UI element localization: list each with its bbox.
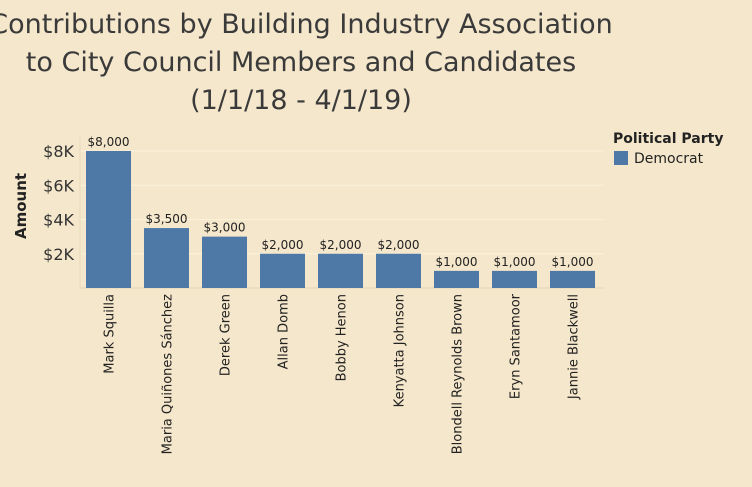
data-label-5: $2,000 bbox=[378, 238, 420, 252]
bar-6 bbox=[434, 270, 479, 288]
legend-swatch-democrat bbox=[614, 151, 628, 165]
legend-title: Political Party bbox=[613, 131, 723, 147]
data-label-2: $3,000 bbox=[204, 221, 246, 235]
x-tick-label-7: Eryn Santamoor bbox=[509, 293, 524, 399]
legend: Political Party Democrat bbox=[613, 131, 723, 167]
y-tick-label-2: $6K bbox=[43, 176, 74, 195]
legend-label-democrat: Democrat bbox=[634, 151, 704, 167]
bar-3 bbox=[260, 253, 305, 288]
bar-2 bbox=[202, 236, 247, 288]
data-label-4: $2,000 bbox=[320, 238, 362, 252]
data-labels: $8,000 $3,500 $3,000 $2,000 $2,000 $2,000 $1,0… bbox=[88, 135, 594, 269]
data-label-3: $2,000 bbox=[262, 238, 304, 252]
chart-title-line-1: Contributions by Building Industry Assoc… bbox=[0, 9, 613, 40]
bar-8 bbox=[550, 270, 595, 288]
data-label-7: $1,000 bbox=[494, 255, 536, 269]
bar-7 bbox=[492, 270, 537, 288]
x-axis-ticks: Mark Squilla Maria Quiñones Sánchez Derek … bbox=[103, 293, 582, 454]
chart-title: Contributions by Building Industry Assoc… bbox=[0, 9, 613, 116]
data-label-1: $3,500 bbox=[146, 212, 188, 226]
x-tick-label-1: Maria Quiñones Sánchez bbox=[161, 294, 176, 454]
data-label-6: $1,000 bbox=[436, 255, 478, 269]
bar-5 bbox=[376, 253, 421, 288]
y-tick-label-1: $4K bbox=[43, 211, 74, 230]
x-tick-label-6: Blondell Reynolds Brown bbox=[451, 294, 466, 454]
y-tick-label-0: $2K bbox=[43, 245, 74, 264]
bar-1 bbox=[144, 228, 189, 288]
data-label-0: $8,000 bbox=[88, 135, 130, 149]
y-tick-label-3: $8K bbox=[43, 142, 74, 161]
x-tick-label-2: Derek Green bbox=[219, 294, 234, 376]
x-tick-label-8: Jannie Blackwell bbox=[567, 294, 582, 400]
x-tick-label-3: Allan Domb bbox=[277, 294, 292, 369]
chart-title-line-2: to City Council Members and Candidates bbox=[26, 47, 576, 78]
chart-title-line-3: (1/1/18 - 4/1/19) bbox=[190, 85, 412, 116]
y-axis-title: Amount bbox=[12, 173, 30, 239]
x-tick-label-0: Mark Squilla bbox=[103, 294, 118, 374]
bar-4 bbox=[318, 253, 363, 288]
bar-series-democrat bbox=[86, 151, 595, 288]
data-label-8: $1,000 bbox=[552, 255, 594, 269]
x-tick-label-4: Bobby Henon bbox=[335, 294, 350, 381]
bar-0 bbox=[86, 151, 131, 288]
y-axis-ticks: $2K $4K $6K $8K bbox=[43, 142, 74, 264]
x-tick-label-5: Kenyatta Johnson bbox=[393, 294, 408, 407]
